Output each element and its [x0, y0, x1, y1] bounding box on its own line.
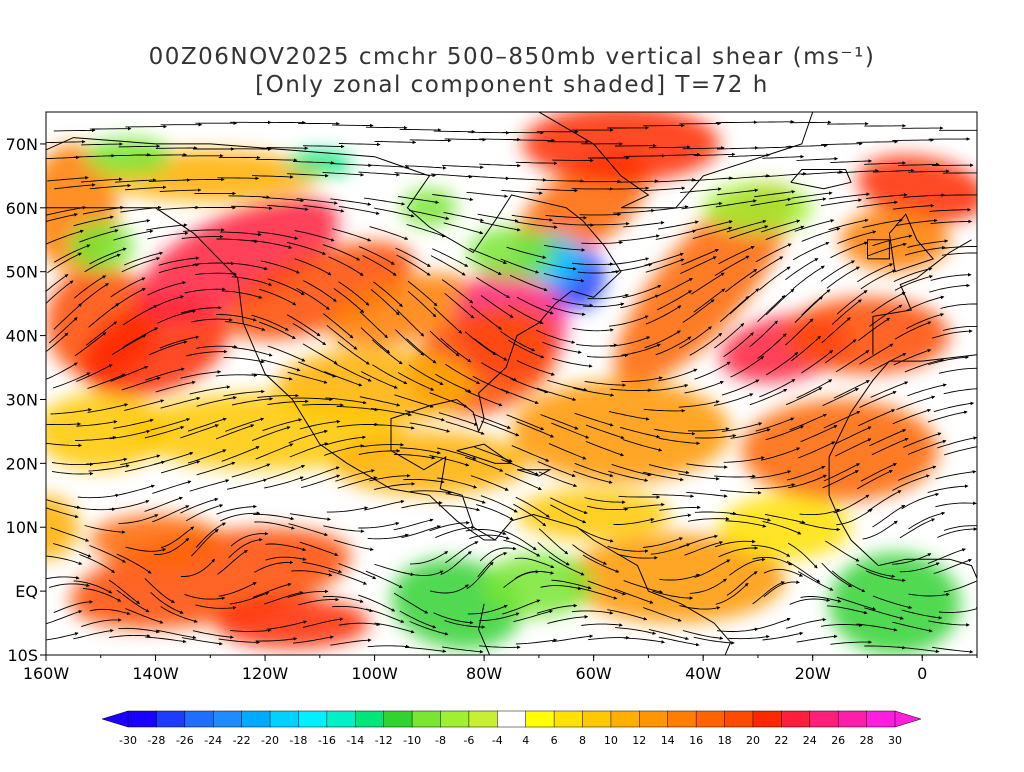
colorbar-label: 6: [551, 734, 558, 747]
colorbar-swatch: [127, 710, 157, 728]
colorbar-swatch: [639, 710, 669, 728]
colorbar-label: -30: [119, 734, 137, 747]
colorbar-swatch: [582, 710, 612, 728]
colorbar-swatch: [724, 710, 754, 728]
lat-tick-label: 10N: [6, 518, 38, 537]
shear-shading: [46, 112, 977, 655]
lon-tick-label: 20W: [795, 664, 831, 683]
colorbar-swatch: [156, 710, 186, 728]
colorbar-swatch: [468, 710, 498, 728]
colorbar-label: 12: [632, 734, 646, 747]
colorbar-label: 16: [689, 734, 703, 747]
colorbar-swatch: [610, 710, 640, 728]
lat-tick-label: EQ: [15, 582, 38, 601]
lon-tick-label: 160W: [23, 664, 70, 683]
colorbar-label: -28: [147, 734, 165, 747]
colorbar-swatch: [781, 710, 811, 728]
colorbar-swatch: [525, 710, 555, 728]
chart-title-line2: [Only zonal component shaded] T=72 h: [255, 72, 769, 98]
colorbar-swatch: [497, 710, 527, 728]
colorbar-swatch: [212, 710, 243, 728]
colorbar-swatch: [269, 710, 300, 728]
lat-tick-label: 40N: [6, 327, 38, 346]
colorbar-swatch: [355, 710, 385, 728]
colorbar-label: -26: [176, 734, 194, 747]
lat-tick-label: 20N: [6, 454, 38, 473]
colorbar-label: -6: [463, 734, 474, 747]
colorbar-label: -24: [204, 734, 222, 747]
colorbar-swatch: [553, 710, 584, 728]
colorbar-swatch: [440, 710, 470, 728]
lat-tick-label: 50N: [6, 263, 38, 282]
colorbar-swatch: [241, 710, 271, 728]
lat-tick-label: 30N: [6, 390, 38, 409]
colorbar-label: 20: [746, 734, 760, 747]
colorbar: -30 -28 -26 -24 -22 -20 -18 -16 -14 -12 -10 -8 -6 -4 4…: [101, 710, 922, 747]
colorbar-swatch: [184, 710, 214, 728]
colorbar-label: 28: [860, 734, 874, 747]
colorbar-swatch: [326, 710, 356, 728]
colorbar-label: 10: [604, 734, 618, 747]
chart-title-line1: 00Z06NOV2025 cmchr 500–850mb vertical sh…: [148, 44, 876, 70]
colorbar-label: 18: [718, 734, 732, 747]
colorbar-swatch: [695, 710, 726, 728]
colorbar-swatch: [866, 710, 896, 728]
colorbar-label: -22: [233, 734, 251, 747]
colorbar-max-arrow: [894, 710, 922, 728]
colorbar-label: 30: [888, 734, 902, 747]
colorbar-label: -4: [492, 734, 503, 747]
colorbar-label: -14: [346, 734, 364, 747]
colorbar-label: -10: [403, 734, 421, 747]
lon-tick-label: 80W: [466, 664, 502, 683]
lon-tick-label: 100W: [351, 664, 398, 683]
colorbar-label: 24: [803, 734, 817, 747]
colorbar-label: -8: [435, 734, 446, 747]
colorbar-min-arrow: [101, 710, 129, 728]
lon-tick-label: 140W: [132, 664, 179, 683]
colorbar-swatch: [298, 710, 328, 728]
lon-tick-label: 120W: [242, 664, 289, 683]
colorbar-label: 26: [831, 734, 845, 747]
lon-tick-label: 40W: [685, 664, 721, 683]
colorbar-swatch: [667, 710, 697, 728]
lat-tick-label: 60N: [6, 199, 38, 218]
lat-tick-label: 70N: [6, 135, 38, 154]
colorbar-swatch: [383, 710, 413, 728]
colorbar-label: -16: [318, 734, 336, 747]
colorbar-swatch: [752, 710, 782, 728]
colorbar-label: -12: [375, 734, 393, 747]
colorbar-swatch: [837, 710, 868, 728]
colorbar-label: 14: [661, 734, 675, 747]
colorbar-label: -18: [289, 734, 307, 747]
colorbar-swatch: [411, 710, 442, 728]
colorbar-label: 8: [579, 734, 586, 747]
map-frame: [45, 111, 978, 656]
lon-tick-label: 60W: [576, 664, 612, 683]
lat-tick-label: 10S: [7, 646, 38, 665]
colorbar-label: 4: [522, 734, 529, 747]
streamlines: [46, 120, 977, 654]
colorbar-swatch: [809, 710, 839, 728]
colorbar-label: 22: [774, 734, 788, 747]
lon-tick-label: 0: [917, 664, 927, 683]
colorbar-label: -20: [261, 734, 279, 747]
